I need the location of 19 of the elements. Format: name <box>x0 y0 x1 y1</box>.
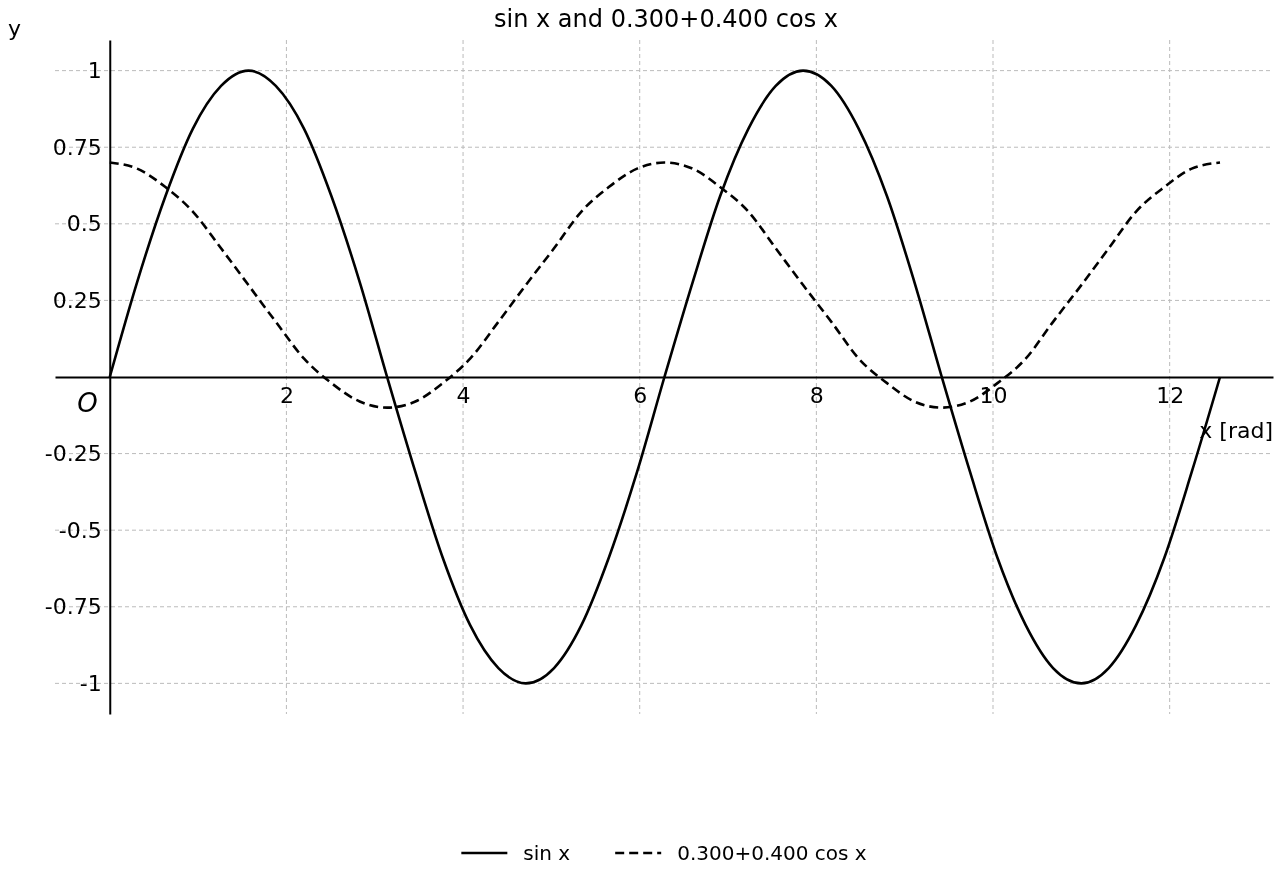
chart-title: sin x and 0.300+0.400 cos x <box>494 5 838 33</box>
x-tick-label: 4 <box>456 382 471 408</box>
y-tick-label: -1 <box>79 670 102 696</box>
y-tick-label: 1 <box>87 58 102 84</box>
y-tick-label: 0.25 <box>52 287 102 313</box>
legend-label: 0.300+0.400 cos x <box>677 841 867 865</box>
x-tick-label: 12 <box>1156 382 1185 408</box>
y-tick-label: -0.5 <box>58 517 102 543</box>
x-tick-label: 8 <box>809 382 824 408</box>
y-tick-label: -0.75 <box>44 594 102 620</box>
x-tick-label: 2 <box>279 382 294 408</box>
y-tick-label: 0.5 <box>66 211 102 237</box>
y-axis-title: y <box>8 16 22 41</box>
legend-label: sin x <box>523 841 571 865</box>
annotation: O <box>77 388 98 418</box>
y-tick-label: 0.75 <box>52 134 102 160</box>
x-tick-label: 10 <box>979 382 1008 408</box>
y-tick-label: -0.25 <box>44 441 102 467</box>
x-tick-label: 6 <box>633 382 648 408</box>
